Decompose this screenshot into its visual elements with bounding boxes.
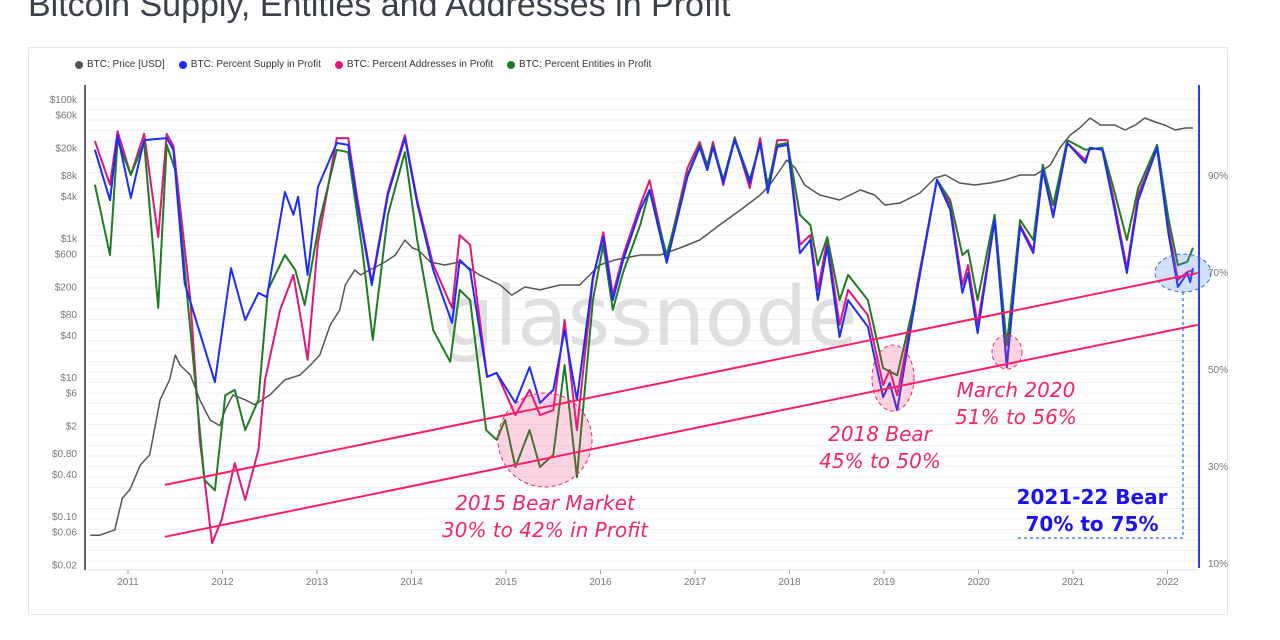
y-left-tick-label: $40 xyxy=(60,331,77,342)
legend-label: BTC: Percent Addresses in Profit xyxy=(346,59,494,70)
x-tick-label: 2022 xyxy=(1156,577,1179,588)
y-left-tick-label: $200 xyxy=(55,283,78,294)
y-left-tick-label: $600 xyxy=(55,249,78,260)
y-right-tick-label: 10% xyxy=(1208,559,1228,570)
supply-in-profit-series-line xyxy=(93,134,1194,412)
y-left-tick-label: $4k xyxy=(61,192,78,203)
legend-dot-icon xyxy=(75,60,83,69)
legend-label: BTC: Percent Entities in Profit xyxy=(519,59,652,70)
y-left-tick-label: $0.02 xyxy=(52,561,77,572)
x-tick-label: 2018 xyxy=(778,577,801,588)
y-left-tick-label: $2 xyxy=(66,422,78,433)
legend-label: BTC: Price [USD] xyxy=(87,59,165,70)
x-tick-label: 2017 xyxy=(684,577,707,588)
x-tick-label: 2016 xyxy=(589,577,612,588)
legend-item-entities[interactable]: BTC: Percent Entities in Profit xyxy=(507,59,651,70)
legend-item-price[interactable]: BTC: Price [USD] xyxy=(75,59,165,70)
legend: BTC: Price [USD] BTC: Percent Supply in … xyxy=(75,59,651,70)
legend-item-supply[interactable]: BTC: Percent Supply in Profit xyxy=(178,59,321,70)
chart-card xyxy=(28,47,1228,615)
bear-2018-highlight xyxy=(871,344,915,412)
legend-item-addresses[interactable]: BTC: Percent Addresses in Profit xyxy=(334,59,494,70)
legend-dot-icon xyxy=(334,60,343,69)
trend-line xyxy=(164,323,1198,538)
y-left-tick-label: $100k xyxy=(50,95,78,106)
y-left-tick-label: $0.40 xyxy=(52,470,77,481)
bear-2021-dashed-leader xyxy=(1015,292,1184,539)
annotation-bear2021-text: 70% to 75% xyxy=(1026,512,1159,536)
y-left-tick-label: $60k xyxy=(55,110,78,121)
y-left-tick-label: $0.06 xyxy=(52,527,77,538)
x-tick-label: 2011 xyxy=(117,577,139,588)
y-left-tick-label: $0.80 xyxy=(52,449,77,460)
y-left-tick-label: $80 xyxy=(60,310,77,321)
x-tick-label: 2021 xyxy=(1062,577,1085,588)
y-right-tick-label: 70% xyxy=(1208,268,1228,279)
y-left-tick-label: $1k xyxy=(61,234,78,245)
legend-dot-icon xyxy=(507,60,516,69)
annotation-bear2018-text: 2018 Bear xyxy=(828,422,934,446)
march-2020-highlight xyxy=(991,334,1023,370)
x-tick-label: 2020 xyxy=(967,577,990,588)
y-left-tick-label: $0.10 xyxy=(52,512,77,523)
watermark: glassnode xyxy=(442,270,857,365)
annotation-bear2018-text: 45% to 50% xyxy=(819,449,941,473)
annotation-march2020-text: March 2020 xyxy=(957,378,1076,402)
x-tick-label: 2019 xyxy=(873,577,896,588)
x-tick-label: 2015 xyxy=(495,577,518,588)
y-left-tick-label: $10 xyxy=(60,373,77,384)
x-tick-label: 2014 xyxy=(400,577,423,588)
legend-dot-icon xyxy=(178,60,187,69)
annotation-bear2015-text: 2015 Bear Market xyxy=(455,491,636,515)
y-left-tick-label: $6 xyxy=(66,388,78,399)
page-title: Bitcoin Supply, Entities and Addresses i… xyxy=(28,0,731,24)
y-right-tick-label: 90% xyxy=(1208,171,1228,182)
legend-label: BTC: Percent Supply in Profit xyxy=(190,59,321,70)
y-left-tick-label: $8k xyxy=(61,171,78,182)
y-left-tick-label: $20k xyxy=(55,144,78,155)
bear-2021-highlight xyxy=(1154,253,1212,293)
x-tick-label: 2013 xyxy=(306,577,329,588)
annotation-bear2021-text: 2021-22 Bear xyxy=(1017,485,1168,509)
y-right-tick-label: 30% xyxy=(1208,462,1228,473)
y-right-tick-label: 50% xyxy=(1208,365,1228,376)
x-tick-label: 2012 xyxy=(211,577,234,588)
annotation-march2020-text: 51% to 56% xyxy=(955,405,1077,429)
annotation-bear2015-text: 30% to 42% in Profit xyxy=(442,518,649,542)
trend-line xyxy=(164,271,1198,486)
